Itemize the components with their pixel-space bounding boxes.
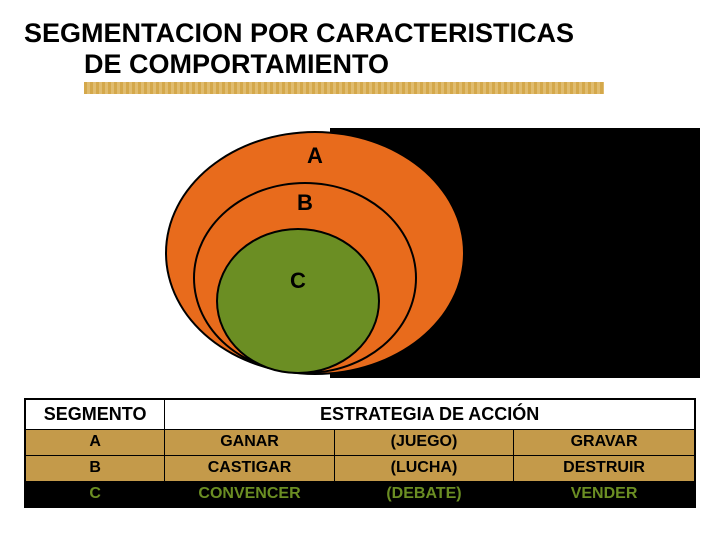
table-header-row: SEGMENTO ESTRATEGIA DE ACCIÓN	[25, 399, 695, 429]
slide-title: SEGMENTACION POR CARACTERISTICAS DE COMP…	[24, 18, 696, 94]
cell-action-1: CASTIGAR	[165, 455, 335, 481]
cell-action-2: (DEBATE)	[334, 481, 513, 507]
table-row: AGANAR(JUEGO)GRAVAR	[25, 429, 695, 455]
title-line-2: DE COMPORTAMIENTO	[24, 49, 696, 80]
header-segmento: SEGMENTO	[25, 399, 165, 429]
cell-action-2: (LUCHA)	[334, 455, 513, 481]
cell-segment: A	[25, 429, 165, 455]
circle-b-label: B	[285, 190, 325, 216]
nested-circles-diagram: A B C	[0, 128, 720, 398]
cell-action-3: DESTRUIR	[514, 455, 695, 481]
cell-segment: B	[25, 455, 165, 481]
title-text: SEGMENTACION POR CARACTERISTICAS DE COMP…	[24, 18, 696, 80]
header-estrategia: ESTRATEGIA DE ACCIÓN	[165, 399, 695, 429]
table-row: CCONVENCER(DEBATE)VENDER	[25, 481, 695, 507]
title-line-1: SEGMENTACION POR CARACTERISTICAS	[24, 18, 696, 49]
cell-action-1: CONVENCER	[165, 481, 335, 507]
strategy-table: SEGMENTO ESTRATEGIA DE ACCIÓN AGANAR(JUE…	[24, 398, 696, 508]
circle-c	[216, 228, 380, 374]
cell-action-1: GANAR	[165, 429, 335, 455]
table-row: BCASTIGAR(LUCHA)DESTRUIR	[25, 455, 695, 481]
circle-a-label: A	[295, 143, 335, 169]
cell-action-3: VENDER	[514, 481, 695, 507]
cell-action-2: (JUEGO)	[334, 429, 513, 455]
cell-action-3: GRAVAR	[514, 429, 695, 455]
title-underline	[84, 82, 604, 94]
circle-c-label: C	[278, 268, 318, 294]
cell-segment: C	[25, 481, 165, 507]
